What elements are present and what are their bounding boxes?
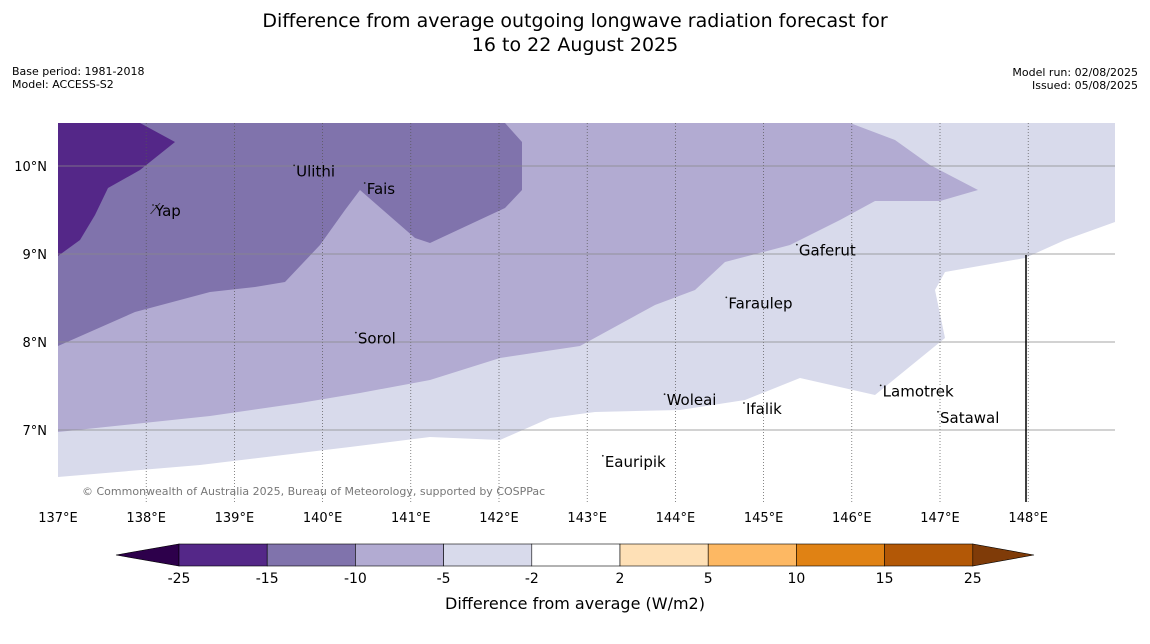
lon-tick-label: 145°E <box>744 511 784 526</box>
colorbar-extend-low <box>115 543 180 567</box>
colorbar-swatch <box>443 543 533 567</box>
colorbar-swatch <box>619 543 709 567</box>
legend-colorbar: -25 -15 -10 -5 -2 2 5 10 15 25 <box>115 543 1035 587</box>
title-line-2: 16 to 22 August 2025 <box>471 34 679 56</box>
island-marker <box>743 402 745 404</box>
island-marker <box>601 454 604 457</box>
place-label: Faraulep <box>728 294 792 312</box>
colorbar-swatch <box>796 543 885 567</box>
meta-left: Base period: 1981-2018 Model: ACCESS-S2 <box>12 65 144 91</box>
graticule <box>58 123 1115 502</box>
island-marker <box>725 296 728 299</box>
island-marker <box>795 243 798 246</box>
colorbar-tick-label: 25 <box>964 571 982 587</box>
colorbar-extend-high <box>972 543 1035 567</box>
place-label: Woleai <box>667 391 717 409</box>
colorbar-tick-label: -2 <box>525 571 539 587</box>
yap-island-shape: ⟋ <box>150 200 161 218</box>
colorbar-swatch <box>266 543 356 567</box>
lat-tick-label: 8°N <box>23 336 48 351</box>
lon-tick-label: 143°E <box>567 511 607 526</box>
title-line-1: Difference from average outgoing longwav… <box>262 10 888 32</box>
lat-tick-label: 9°N <box>23 248 48 263</box>
lon-tick-label: 140°E <box>303 511 343 526</box>
colorbar-tick-label: -10 <box>344 571 367 587</box>
lon-tick-label: 148°E <box>1008 511 1048 526</box>
island-marker <box>937 410 939 413</box>
lon-tick-label: 141°E <box>391 511 431 526</box>
base-period: Base period: 1981-2018 <box>12 65 145 78</box>
colorbar-tick-label: -5 <box>437 571 451 587</box>
model-name: Model: ACCESS-S2 <box>12 78 114 91</box>
colorbar-swatch <box>884 543 974 567</box>
model-run: Model run: 02/08/2025 <box>1012 66 1138 79</box>
lon-tick-label: 147°E <box>920 511 960 526</box>
island-marker <box>879 384 882 387</box>
colorbar-tick-label: -15 <box>256 571 279 587</box>
colorbar-swatch <box>178 543 268 567</box>
olr-anomaly-contours <box>58 123 1115 502</box>
place-label: Fais <box>367 180 396 198</box>
lon-tick-label: 139°E <box>215 511 255 526</box>
place-labels: Yap Ulithi Fais Gaferut Faraulep Sorol Woleai I… <box>152 162 999 471</box>
copyright-notice: © Commonwealth of Australia 2025, Bureau… <box>82 485 545 498</box>
region-minus-15-to-minus-10 <box>58 123 522 346</box>
lon-tick-label: 142°E <box>479 511 519 526</box>
region-minus-25-to-minus-15 <box>58 123 175 256</box>
meta-right: Model run: 02/08/2025 Issued: 05/08/2025 <box>1012 66 1138 92</box>
place-label: Sorol <box>358 330 396 348</box>
place-label: Satawal <box>940 409 999 427</box>
place-label: Yap <box>154 202 181 220</box>
island-marker <box>152 204 154 206</box>
legend-label: Difference from average (W/m2) <box>445 594 705 613</box>
place-label: Ifalik <box>746 400 782 418</box>
issued-date: Issued: 05/08/2025 <box>1031 79 1138 92</box>
place-label: Lamotrek <box>883 382 954 400</box>
lon-tick-label: 144°E <box>656 511 696 526</box>
lat-tick-label: 7°N <box>23 424 48 439</box>
colorbar-tick-label: 10 <box>787 571 805 587</box>
colorbar-tick-label: -25 <box>168 571 191 587</box>
colorbar-swatch <box>707 543 797 567</box>
lon-tick-label: 146°E <box>832 511 872 526</box>
island-marker <box>663 393 666 396</box>
place-label: Gaferut <box>799 242 856 260</box>
island-marker <box>354 331 357 334</box>
colorbar-tick-label: 2 <box>616 571 625 587</box>
map-title: Difference from average outgoing longwav… <box>0 9 1150 57</box>
island-marker <box>363 182 366 184</box>
place-label: Ulithi <box>296 162 335 180</box>
colorbar-tick-label: 5 <box>704 571 713 587</box>
lon-axis: 137°E 138°E 139°E 140°E 141°E 142°E 143°E 144°E… <box>38 511 1048 526</box>
lon-tick-label: 137°E <box>38 511 78 526</box>
island-marker <box>293 164 296 167</box>
colorbar-swatch <box>355 543 444 567</box>
lat-axis: 10°N 9°N 8°N 7°N <box>14 160 47 439</box>
colorbar-tick-label: 15 <box>876 571 894 587</box>
colorbar-swatch <box>531 543 621 567</box>
lat-tick-label: 10°N <box>14 160 47 175</box>
place-label: Eauripik <box>605 453 666 471</box>
lon-tick-label: 138°E <box>126 511 166 526</box>
